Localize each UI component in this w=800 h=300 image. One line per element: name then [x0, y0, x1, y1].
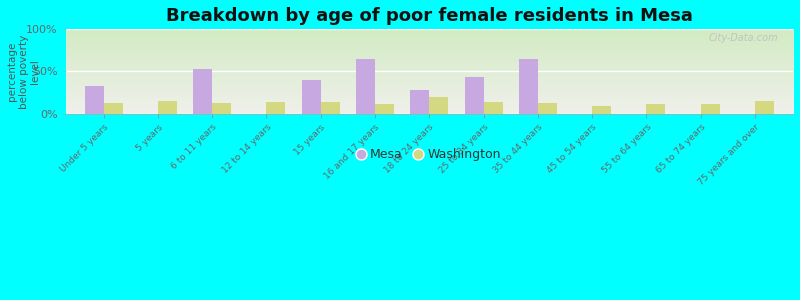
Text: City-Data.com: City-Data.com	[709, 34, 778, 44]
Bar	[321, 102, 340, 114]
Bar	[266, 102, 286, 114]
Y-axis label: percentage
below poverty
level: percentage below poverty level	[7, 34, 40, 109]
Bar	[484, 102, 502, 114]
Bar	[465, 76, 484, 114]
Title: Breakdown by age of poor female residents in Mesa: Breakdown by age of poor female resident…	[166, 7, 693, 25]
Bar	[85, 86, 103, 114]
Bar	[430, 97, 448, 114]
Bar	[646, 104, 666, 114]
Bar	[538, 103, 557, 114]
Bar	[212, 103, 231, 114]
Bar	[375, 104, 394, 114]
Bar	[103, 103, 122, 114]
Bar	[302, 80, 321, 114]
Bar	[701, 104, 720, 114]
Bar	[592, 106, 611, 114]
Bar	[755, 101, 774, 114]
Bar	[158, 101, 177, 114]
Bar	[410, 90, 430, 114]
Bar	[356, 59, 375, 114]
Bar	[519, 59, 538, 114]
Legend: Mesa, Washington: Mesa, Washington	[353, 143, 506, 167]
Bar	[193, 69, 212, 114]
